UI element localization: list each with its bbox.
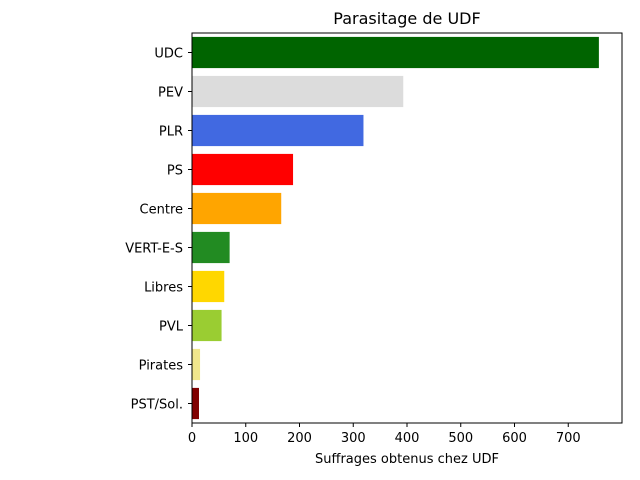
x-tick-label: 0 xyxy=(188,431,196,446)
category-label: Centre xyxy=(140,203,183,218)
bar-plr xyxy=(192,114,364,147)
category-label: PEV xyxy=(158,86,183,101)
category-label: PS xyxy=(167,164,183,179)
bar-libres xyxy=(192,270,225,303)
x-tick-label: 500 xyxy=(448,431,473,446)
category-label: UDC xyxy=(154,47,183,62)
category-label: VERT-E-S xyxy=(125,242,183,257)
bar-pev xyxy=(192,75,404,108)
bar-udc xyxy=(192,36,599,69)
category-label: Libres xyxy=(144,281,183,296)
category-label: Pirates xyxy=(139,359,184,374)
chart-title: Parasitage de UDF xyxy=(333,9,480,28)
x-tick-label: 700 xyxy=(556,431,581,446)
x-tick-label: 600 xyxy=(502,431,527,446)
x-ticks: 0 100 200 300 400 500 600 700 xyxy=(188,423,581,446)
bar-pvl xyxy=(192,309,222,342)
bar-vert-e-s xyxy=(192,231,230,264)
bars-group xyxy=(192,36,599,420)
x-tick-label: 300 xyxy=(341,431,366,446)
x-tick-label: 100 xyxy=(233,431,258,446)
bar-pst-sol xyxy=(192,387,199,420)
category-label: PVL xyxy=(159,320,184,335)
plot-frame xyxy=(191,32,623,424)
bar-centre xyxy=(192,192,282,225)
category-labels: UDC PEV PLR PS Centre VERT-E-S Libres PVL Pirate… xyxy=(125,47,192,413)
category-label: PST/Sol. xyxy=(131,398,183,413)
x-tick-label: 200 xyxy=(287,431,312,446)
category-label: PLR xyxy=(159,125,183,140)
bar-ps xyxy=(192,153,294,186)
x-axis-label: Suffrages obtenus chez UDF xyxy=(315,452,499,467)
bar-pirates xyxy=(192,348,201,381)
x-tick-label: 400 xyxy=(395,431,420,446)
